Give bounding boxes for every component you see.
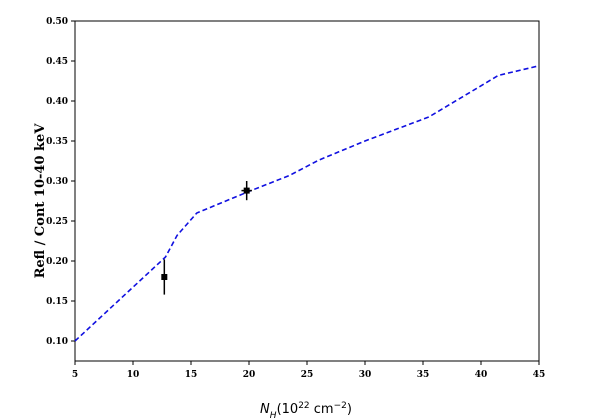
x-tick-label: 35 [417, 370, 430, 380]
axis-ticks: 5 10 15 20 25 30 35 40 45 0.10 0.15 0.20 0.25 0.30 0.3… [46, 17, 545, 380]
x-axis-label: NH(1022 cm−2) [260, 401, 352, 419]
y-tick-label: 0.45 [46, 57, 68, 67]
y-tick-label: 0.15 [46, 297, 68, 307]
y-tick-label: 0.40 [46, 97, 68, 107]
x-tick-label: 45 [533, 370, 546, 380]
y-tick-label: 0.50 [46, 17, 68, 27]
y-tick-label: 0.20 [46, 257, 68, 267]
y-tick-label: 0.35 [46, 137, 68, 147]
y-tick-label: 0.30 [46, 177, 68, 187]
series-layer [74, 65, 540, 342]
x-tick-label: 25 [301, 370, 314, 380]
plot-frame [74, 20, 540, 362]
x-tick-label: 10 [127, 370, 140, 380]
y-axis-label: Refl / Cont 10-40 keV [33, 123, 48, 279]
x-tick-label: 40 [475, 370, 488, 380]
data-point [243, 187, 250, 194]
plot-area [74, 20, 540, 362]
x-tick-label: 5 [72, 370, 78, 380]
x-tick-label: 30 [359, 370, 372, 380]
y-tick-label: 0.10 [46, 337, 68, 347]
y-tick-label: 0.25 [46, 217, 68, 227]
x-tick-label: 15 [185, 370, 198, 380]
model-curve-dashed [74, 65, 540, 342]
data-point [161, 274, 168, 280]
x-tick-label: 20 [243, 370, 256, 380]
